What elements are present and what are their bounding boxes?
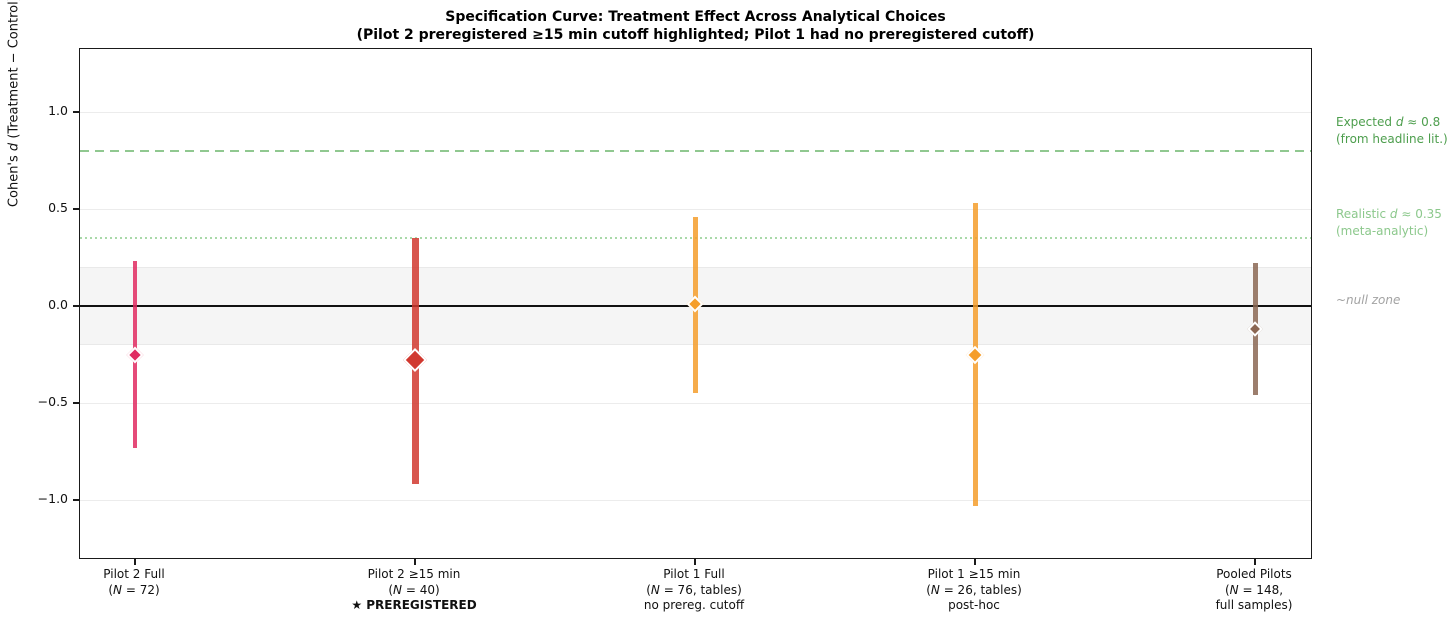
annotation-null-zone: ~null zone <box>1336 293 1401 307</box>
y-axis-title: Cohen's d (Treatment − Control) <box>6 0 22 208</box>
point-marker-4 <box>965 345 985 364</box>
ytick-label-0.5: 0.5 <box>48 200 68 215</box>
annotation-expected-label: Expected d ≈ 0.8 <box>1336 115 1441 129</box>
ytick-mark-0.5 <box>73 208 79 210</box>
chart-subtitle: (Pilot 2 preregistered ≥15 min cutoff hi… <box>356 27 1035 43</box>
xtick-label-line: (N = 148, <box>1224 582 1284 597</box>
xtick-label-line: Pilot 1 ≥15 min <box>927 567 1021 581</box>
xtick-label-line: no prereg. cutoff <box>643 598 745 612</box>
xtick-label-4: Pilot 1 ≥15 min (N = 26, tables) post-hoc <box>926 567 1022 614</box>
annotation-realistic-sublabel: (meta-analytic) <box>1336 224 1429 238</box>
ytick-mark-−0.5 <box>73 402 79 404</box>
point-marker-2 <box>402 348 428 373</box>
xtick-label-line: Pooled Pilots <box>1216 567 1292 581</box>
ytick-label-−1.0: −1.0 <box>37 491 68 506</box>
ytick-label-0.0: 0.0 <box>48 297 68 312</box>
ytick-label-−0.5: −0.5 <box>37 394 68 409</box>
xtick-label-3: Pilot 1 Full (N = 76, tables) no prereg. c… <box>644 567 744 614</box>
xtick-label-2: Pilot 2 ≥15 min (N = 40) ★ PREREGISTERED <box>351 567 476 614</box>
xtick-label-line: Pilot 2 ≥15 min <box>367 567 461 581</box>
chart-title: Specification Curve: Treatment Effect Ac… <box>445 9 946 25</box>
xtick-label-line: Pilot 2 Full <box>103 567 165 581</box>
annotation-realistic-label: Realistic d ≈ 0.35 <box>1336 207 1442 221</box>
plot-area <box>79 48 1312 559</box>
ytick-mark-−1.0 <box>73 499 79 501</box>
xtick-label-1: Pilot 2 Full (N = 72) <box>103 567 164 598</box>
xtick-mark-3 <box>694 559 696 565</box>
point-marker-1 <box>126 346 144 363</box>
xtick-label-line: (N = 26, tables) <box>926 582 1022 597</box>
title-block: Specification Curve: Treatment Effect Ac… <box>79 8 1312 44</box>
gridline-y-0.5 <box>80 209 1311 210</box>
xtick-label-line: (N = 76, tables) <box>646 582 742 597</box>
xtick-label-line: Pilot 1 Full <box>663 567 725 581</box>
ytick-mark-1.0 <box>73 111 79 113</box>
gridline-y--0.5 <box>80 403 1311 404</box>
annotation-expected-sublabel: (from headline lit.) <box>1336 132 1448 146</box>
gridline-y--1 <box>80 500 1311 501</box>
xtick-mark-2 <box>414 559 416 565</box>
xtick-label-line: full samples) <box>1215 598 1293 612</box>
gridline-y-1 <box>80 112 1311 113</box>
annotation-realistic-d: Realistic d ≈ 0.35 (meta-analytic) <box>1336 206 1456 240</box>
xtick-label-line: post-hoc <box>948 598 1000 612</box>
xtick-mark-1 <box>134 559 136 565</box>
reference-line-dashed <box>80 149 1311 152</box>
ytick-label-1.0: 1.0 <box>48 103 68 118</box>
xtick-label-line: (N = 72) <box>108 582 160 597</box>
ytick-mark-0.0 <box>73 305 79 307</box>
xtick-mark-5 <box>1254 559 1256 565</box>
xtick-label-5: Pooled Pilots (N = 148, full samples) <box>1216 567 1293 614</box>
xtick-label-line: ★ PREREGISTERED <box>351 598 477 612</box>
annotation-expected-d: Expected d ≈ 0.8 (from headline lit.) <box>1336 114 1456 148</box>
xtick-mark-4 <box>974 559 976 565</box>
xtick-label-line: (N = 40) <box>388 582 440 597</box>
